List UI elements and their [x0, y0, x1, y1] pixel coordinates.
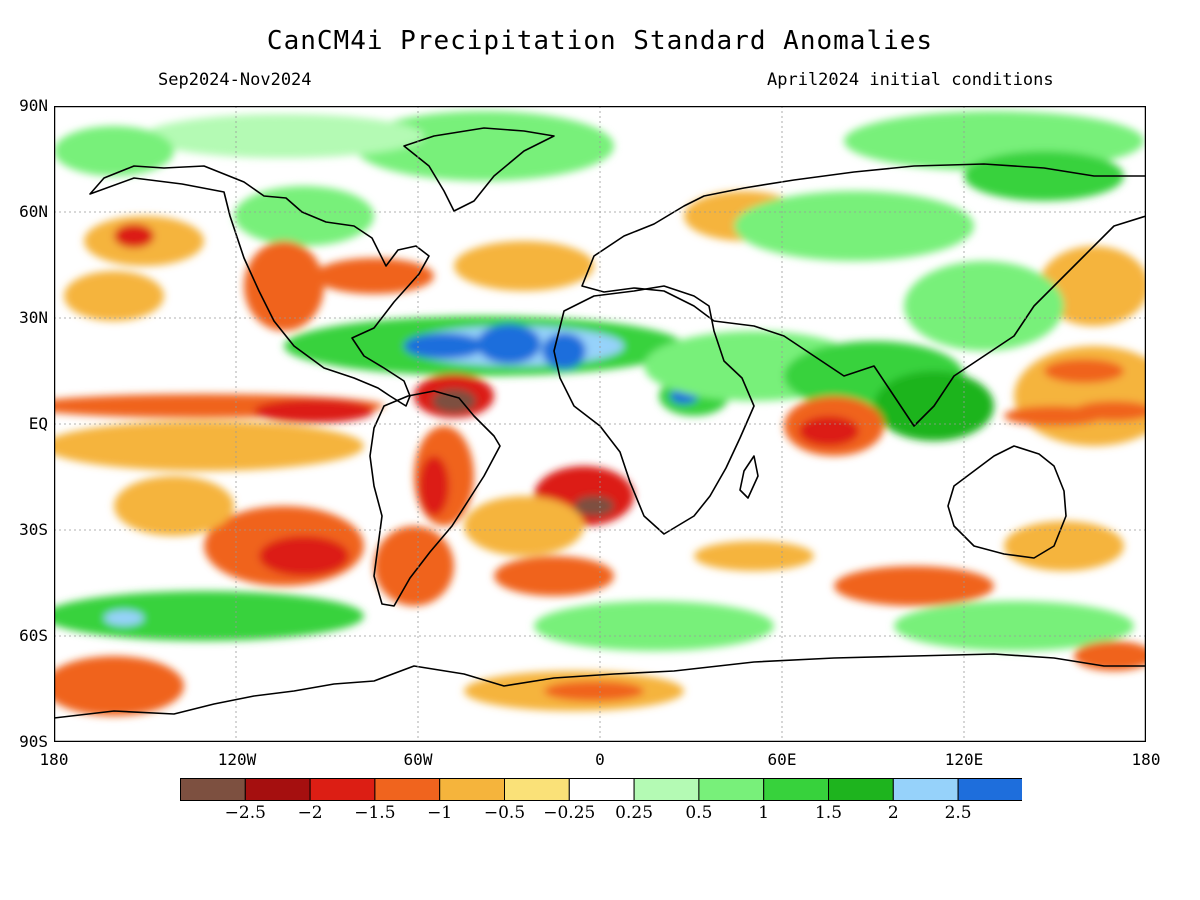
- colorbar-label: 2.5: [944, 803, 972, 823]
- colorbar-label: 1: [758, 803, 770, 823]
- map-title: CanCM4i Precipitation Standard Anomalies: [266, 26, 934, 56]
- colorbar-cell: [633, 778, 700, 801]
- colorbar-label: 1.5: [814, 803, 843, 823]
- colorbar-cell: [698, 778, 765, 801]
- colorbar-label: −2.5: [224, 803, 266, 823]
- anomaly-map: [54, 106, 1146, 742]
- lat-label-60s: 60S: [19, 626, 48, 645]
- colorbar-cell: [957, 778, 1022, 801]
- colorbar-cell: [892, 778, 959, 801]
- colorbar-cell: [439, 778, 506, 801]
- colorbar-label: −0.25: [543, 803, 596, 823]
- lat-label-30s: 30S: [19, 520, 48, 539]
- colorbar-cell: [504, 778, 570, 801]
- colorbar-label: −2: [297, 803, 323, 823]
- lat-label-90n: 90N: [19, 96, 48, 115]
- colorbar-label: 2: [887, 803, 899, 823]
- initial-conditions: April2024 initial conditions: [767, 70, 1054, 90]
- colorbar-cell: [763, 778, 830, 801]
- colorbar: [180, 778, 1022, 801]
- colorbar-label: −0.5: [483, 803, 526, 823]
- coastlines: [54, 127, 1146, 719]
- colorbar-label: 0.5: [685, 803, 713, 823]
- lon-label-60w: 60W: [403, 750, 433, 769]
- lat-label-30n: 30N: [19, 308, 48, 327]
- lat-label-60n: 60N: [19, 202, 48, 221]
- colorbar-cell: [374, 778, 441, 801]
- lon-label-60e: 60E: [767, 750, 797, 769]
- lon-label-0: 0: [595, 750, 605, 769]
- colorbar-label: 0.25: [615, 803, 654, 823]
- lat-label-eq: EQ: [28, 414, 48, 433]
- graticule: [54, 106, 1146, 742]
- colorbar-label: −1.5: [354, 803, 396, 823]
- lon-label-180w: 180: [39, 750, 69, 769]
- map-frame: [54, 106, 1146, 742]
- lon-label-120e: 120E: [944, 750, 984, 769]
- lon-label-180e: 180: [1131, 750, 1161, 769]
- lat-label-90s: 90S: [19, 732, 48, 751]
- forecast-period: Sep2024-Nov2024: [158, 70, 312, 90]
- colorbar-label: −1: [427, 803, 453, 823]
- colorbar-cell: [828, 778, 894, 801]
- colorbar-cell: [180, 778, 246, 801]
- colorbar-cell: [309, 778, 376, 801]
- anomaly-field: [54, 111, 1146, 716]
- colorbar-cell: [568, 778, 635, 801]
- colorbar-cell: [244, 778, 311, 801]
- lon-label-120w: 120W: [217, 750, 257, 769]
